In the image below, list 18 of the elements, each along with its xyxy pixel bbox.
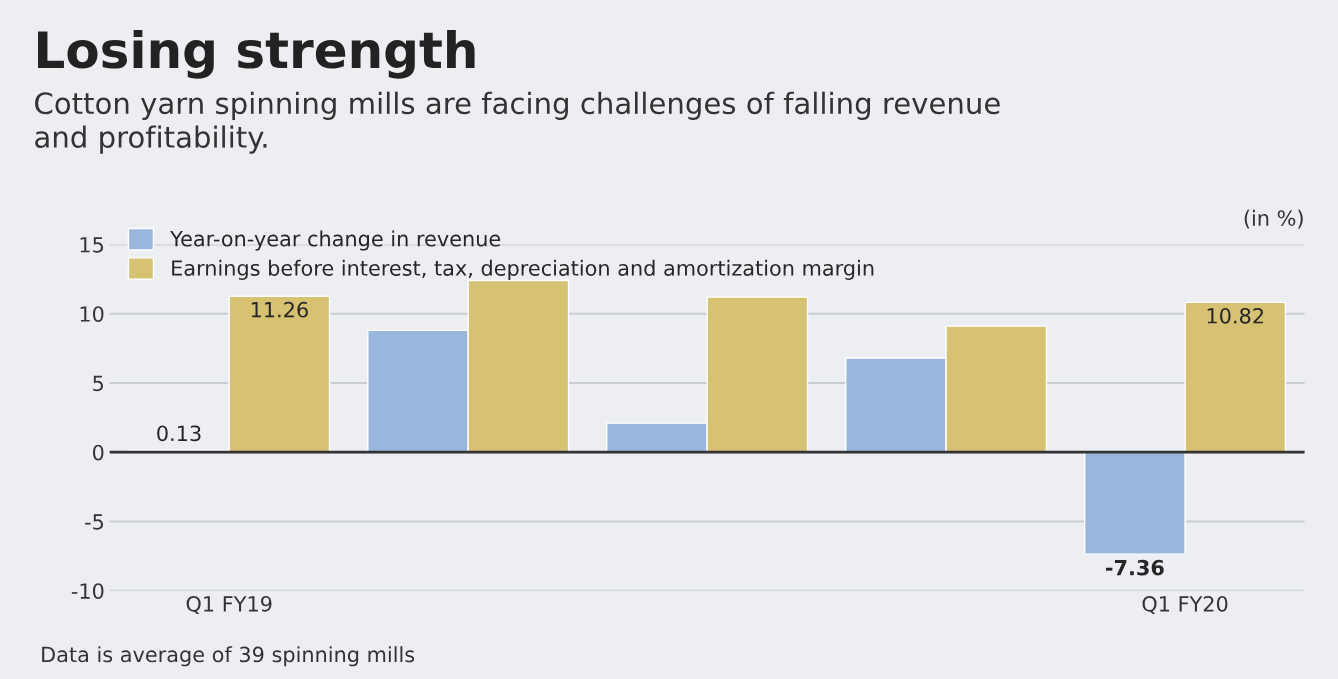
y-tick-label: 0 [92,444,104,461]
legend-label: Year-on-year change in revenue [170,230,501,251]
x-tick-label: Q1 FY20 [1142,595,1228,615]
y-tick-label: -10 [71,583,104,599]
data-label: 0.13 [157,425,201,442]
y-tick-label: 10 [80,306,104,322]
chart-subtitle: Cotton yarn spinning mills are facing challenges of falling revenue and profitability. [35,91,1000,154]
y-tick-label: 15 [80,237,104,253]
y-tick-label: 5 [93,375,104,392]
legend-label: Earnings before interest, tax, depreciation and amortization margin [172,259,874,280]
chart-title: Losing strength [38,29,475,79]
data-label: 11.26 [251,301,308,318]
data-label: -7.36 [1105,559,1164,576]
text: (in %) [1244,209,1303,229]
text: Data is average of 39 spinning mills [42,646,415,667]
data-label: 10.82 [1207,307,1263,324]
x-tick-label: Q1 FY19 [186,595,272,615]
y-tick-label: -5 [85,514,104,530]
